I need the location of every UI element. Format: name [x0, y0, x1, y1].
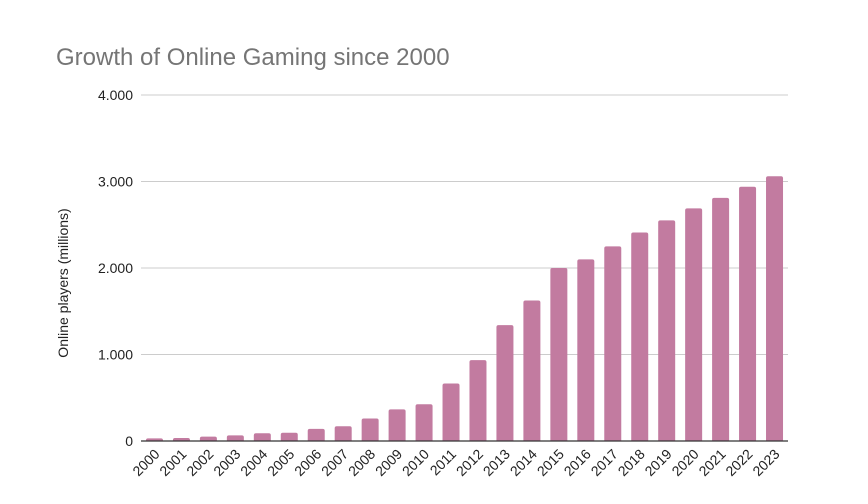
y-tick-label: 3.000 [98, 174, 133, 190]
bar-2023 [766, 176, 784, 441]
x-tick-label: 2000 [129, 446, 162, 479]
y-tick-label: 1.000 [98, 347, 133, 363]
bar-2009 [388, 409, 406, 441]
x-tick-label: 2018 [615, 446, 648, 479]
x-tick-label: 2015 [534, 446, 567, 479]
y-tick-label: 0 [125, 433, 133, 449]
x-tick-label: 2001 [156, 446, 189, 479]
y-tick-label: 2.000 [98, 260, 133, 276]
x-tick-label: 2020 [668, 446, 701, 479]
x-tick-label: 2021 [695, 446, 728, 479]
bar-2007 [334, 426, 352, 441]
x-tick-label: 2019 [641, 446, 674, 479]
x-tick-label: 2013 [480, 446, 513, 479]
bar-2021 [712, 197, 730, 441]
y-axis-label: Online players (millions) [55, 208, 71, 357]
x-tick-labels: 2000200120022003200420052006200720082009… [129, 446, 783, 479]
bar-2017 [604, 246, 622, 441]
y-tick-label: 4.000 [98, 87, 133, 103]
bar-2001 [172, 437, 190, 441]
bar-2020 [685, 208, 703, 441]
x-tick-label: 2012 [453, 446, 486, 479]
bars [145, 176, 784, 441]
bar-2003 [226, 435, 244, 441]
x-tick-label: 2010 [399, 446, 432, 479]
bar-2011 [442, 383, 460, 441]
x-tick-label: 2022 [722, 446, 755, 479]
x-tick-label: 2004 [237, 446, 270, 479]
x-tick-label: 2008 [345, 446, 378, 479]
bar-2010 [415, 404, 433, 441]
bar-2006 [307, 428, 325, 441]
bar-2015 [550, 268, 568, 441]
x-tick-label: 2006 [291, 446, 324, 479]
y-tick-labels: 0 1.000 2.000 3.000 4.000 [98, 87, 133, 449]
x-tick-label: 2014 [507, 446, 540, 479]
bar-2012 [469, 360, 487, 441]
x-tick-label: 2003 [210, 446, 243, 479]
x-tick-label: 2009 [372, 446, 405, 479]
x-tick-label: 2002 [183, 446, 216, 479]
x-tick-label: 2016 [561, 446, 594, 479]
bar-2000 [145, 438, 163, 441]
x-tick-label: 2011 [427, 446, 460, 479]
x-tick-label: 2005 [264, 446, 297, 479]
bar-2014 [523, 300, 541, 441]
x-tick-label: 2017 [588, 446, 621, 479]
grid-lines [141, 94, 788, 355]
x-tick-label: 2023 [749, 446, 782, 479]
bar-2022 [739, 186, 757, 441]
bar-2018 [631, 232, 649, 441]
bar-2005 [280, 432, 298, 441]
bar-2013 [496, 325, 514, 441]
bar-2008 [361, 418, 379, 441]
bar-2019 [658, 220, 676, 441]
x-tick-label: 2007 [318, 446, 351, 479]
bar-2004 [253, 433, 271, 441]
bar-2002 [199, 436, 217, 441]
bar-2016 [577, 259, 595, 441]
chart-title: Growth of Online Gaming since 2000 [56, 44, 450, 71]
